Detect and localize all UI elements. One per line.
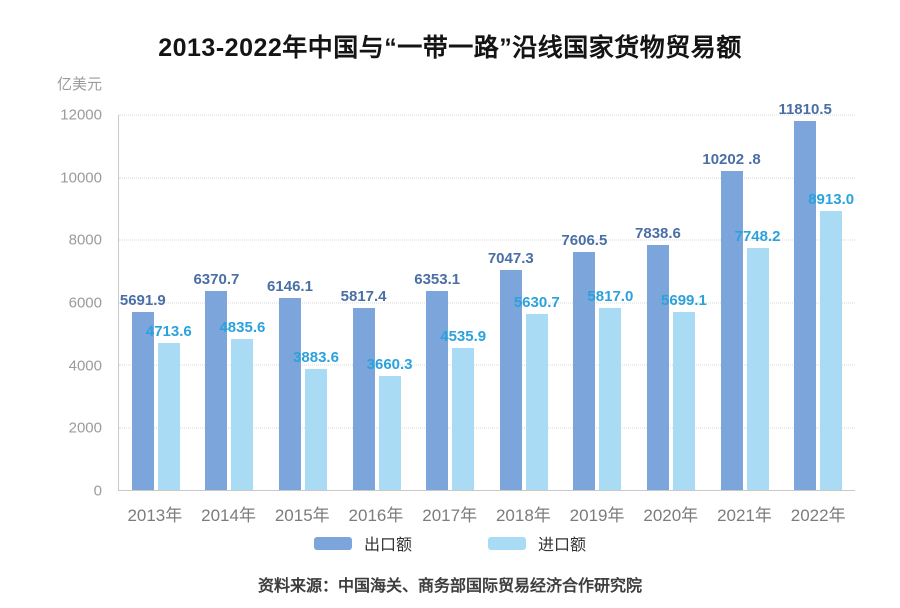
import-bar: 4535.9 xyxy=(440,329,486,490)
legend-item-export: 出口额 xyxy=(313,531,412,555)
export-bar: 6370.7 xyxy=(193,272,239,490)
legend-item-import: 进口额 xyxy=(488,531,586,555)
import-value-label: 5630.7 xyxy=(513,294,560,312)
bar-group: 6370.7 4835.6 xyxy=(193,115,267,490)
gridline xyxy=(119,239,855,241)
x-tick-label: 2018年 xyxy=(495,506,551,525)
export-value-label: 7047.3 xyxy=(487,249,534,267)
bar-group: 6146.1 3883.6 xyxy=(266,115,340,490)
import-value-label: 4535.9 xyxy=(440,328,487,346)
x-tick-label: 2014年 xyxy=(201,506,256,525)
export-value-label: 6370.7 xyxy=(193,270,240,288)
x-tick-label: 2021年 xyxy=(717,506,772,525)
bar-group: 5817.4 3660.3 xyxy=(340,115,414,490)
bar-group: 6353.1 4535.9 xyxy=(413,115,487,490)
bar-group: 7838.6 5699.1 xyxy=(634,115,708,490)
import-value-label: 8913.0 xyxy=(808,191,855,209)
x-axis-labels: 2013年 2014年 2015年 2016年 2017年 2018年 2019年 2020年… xyxy=(118,492,855,526)
import-value-label: 5817.0 xyxy=(587,288,634,306)
export-bar: 5817.4 xyxy=(341,289,387,490)
y-axis-unit-label: 亿美元 xyxy=(57,76,103,93)
bar-group: 7047.3 5630.7 xyxy=(487,115,561,490)
x-tick-label: 2019年 xyxy=(569,506,625,525)
y-tick-label: 6000 xyxy=(68,294,102,312)
x-tick-label: 2020年 xyxy=(643,506,699,525)
export-value-label: 11810.5 xyxy=(778,100,832,118)
bar-group: 5691.9 4713.6 xyxy=(119,115,193,490)
bar-group: 10202 .8 7748.2 xyxy=(702,115,782,490)
export-bar: 6146.1 xyxy=(267,279,313,490)
import-value-label: 3660.3 xyxy=(366,355,413,373)
y-axis-ticks: 0 2000 4000 6000 8000 10000 12000 xyxy=(0,108,110,499)
export-legend-swatch-icon xyxy=(313,536,352,550)
x-tick-label: 2015年 xyxy=(274,506,330,525)
import-legend-label: 进口额 xyxy=(538,537,587,554)
export-value-label: 6353.1 xyxy=(414,271,461,289)
import-value-label: 4835.6 xyxy=(219,318,266,336)
export-bar: 6353.1 xyxy=(414,272,460,490)
export-legend-label: 出口额 xyxy=(363,537,412,554)
export-bar: 11810.5 xyxy=(778,102,832,490)
import-bar: 5817.0 xyxy=(587,289,633,490)
y-tick-label: 4000 xyxy=(68,357,102,375)
import-legend-swatch-icon xyxy=(488,536,526,550)
import-value-label: 4713.6 xyxy=(145,322,192,340)
y-tick-label: 8000 xyxy=(68,231,102,249)
export-bar: 10202 .8 xyxy=(702,152,761,490)
export-bar: 7047.3 xyxy=(488,251,534,490)
plot-area: 5691.9 4713.6 6370.7 4835.6 6146.1 3883.6 5817… xyxy=(118,102,855,491)
import-bar: 5699.1 xyxy=(661,293,707,490)
export-value-label: 5817.4 xyxy=(340,288,387,306)
y-tick-label: 2000 xyxy=(68,419,102,437)
export-bar: 5691.9 xyxy=(120,293,166,490)
import-bar: 4713.6 xyxy=(146,324,192,490)
export-value-label: 7838.6 xyxy=(635,225,681,243)
export-value-label: 7606.5 xyxy=(561,232,608,250)
import-bar: 7748.2 xyxy=(735,229,780,490)
import-bar: 5630.7 xyxy=(514,295,560,490)
export-bar: 7606.5 xyxy=(561,233,607,490)
export-value-label: 6146.1 xyxy=(267,277,313,295)
x-tick-label: 2022年 xyxy=(790,506,846,525)
x-tick-label: 2013年 xyxy=(127,506,183,525)
import-bar: 3660.3 xyxy=(367,357,413,490)
gridline xyxy=(119,364,855,366)
import-value-label: 5699.1 xyxy=(661,291,707,309)
x-tick-label: 2016年 xyxy=(348,506,404,525)
gridline xyxy=(119,427,855,428)
chart-title: 2013-2022年中国与“一带一路”沿线国家货物贸易额 xyxy=(158,34,742,62)
legend: 出口额 进口额 xyxy=(0,531,900,555)
export-bar: 7838.6 xyxy=(635,226,681,490)
import-bar: 3883.6 xyxy=(293,350,339,490)
gridlines-layer xyxy=(119,114,855,490)
y-tick-label: 12000 xyxy=(60,106,102,124)
y-tick-label: 0 xyxy=(93,482,102,500)
export-value-label: 10202 .8 xyxy=(702,151,761,169)
import-value-label: 3883.6 xyxy=(293,348,339,366)
bar-group: 7606.5 5817.0 xyxy=(561,115,635,490)
x-tick-label: 2017年 xyxy=(422,506,478,525)
export-value-label: 5691.9 xyxy=(119,292,166,310)
gridline xyxy=(119,114,855,116)
gridline xyxy=(119,302,855,303)
source-note: 资料来源：中国海关、商务部国际贸易经济合作研究院 xyxy=(257,578,642,595)
import-value-label: 7748.2 xyxy=(734,227,781,245)
import-bar: 8913.0 xyxy=(808,192,854,490)
y-tick-label: 10000 xyxy=(60,169,102,187)
import-bar: 4835.6 xyxy=(219,320,265,490)
bar-group: 11810.5 8913.0 xyxy=(778,102,855,490)
bar-groups: 5691.9 4713.6 6370.7 4835.6 6146.1 3883.6 5817… xyxy=(119,102,855,490)
gridline xyxy=(119,177,855,178)
